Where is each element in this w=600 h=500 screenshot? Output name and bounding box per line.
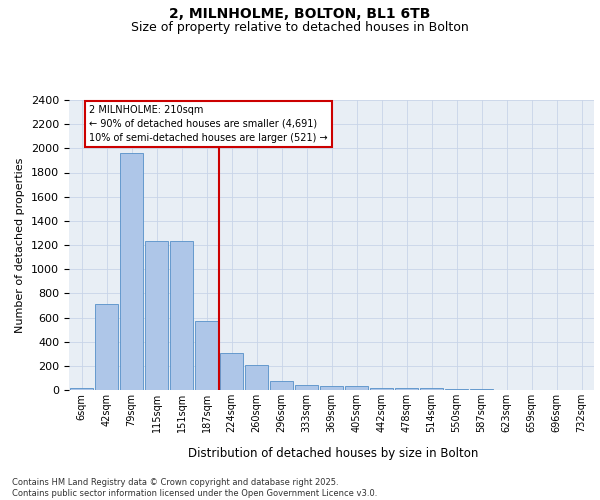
Text: 2 MILNHOLME: 210sqm
← 90% of detached houses are smaller (4,691)
10% of semi-det: 2 MILNHOLME: 210sqm ← 90% of detached ho… bbox=[89, 105, 328, 143]
Text: Size of property relative to detached houses in Bolton: Size of property relative to detached ho… bbox=[131, 21, 469, 34]
Bar bbox=[70, 388, 93, 390]
Bar bbox=[345, 386, 368, 390]
Bar bbox=[420, 388, 443, 390]
Y-axis label: Number of detached properties: Number of detached properties bbox=[16, 158, 25, 332]
Bar bbox=[145, 241, 168, 390]
Bar bbox=[370, 388, 393, 390]
Bar bbox=[395, 388, 418, 390]
Bar bbox=[120, 153, 143, 390]
Bar bbox=[95, 304, 118, 390]
Bar bbox=[320, 386, 343, 390]
Bar bbox=[170, 241, 193, 390]
Bar bbox=[245, 365, 268, 390]
Bar bbox=[220, 353, 243, 390]
Text: Contains HM Land Registry data © Crown copyright and database right 2025.
Contai: Contains HM Land Registry data © Crown c… bbox=[12, 478, 377, 498]
Bar bbox=[270, 381, 293, 390]
Bar bbox=[295, 384, 318, 390]
Bar bbox=[195, 320, 218, 390]
Text: Distribution of detached houses by size in Bolton: Distribution of detached houses by size … bbox=[188, 448, 478, 460]
Text: 2, MILNHOLME, BOLTON, BL1 6TB: 2, MILNHOLME, BOLTON, BL1 6TB bbox=[169, 8, 431, 22]
